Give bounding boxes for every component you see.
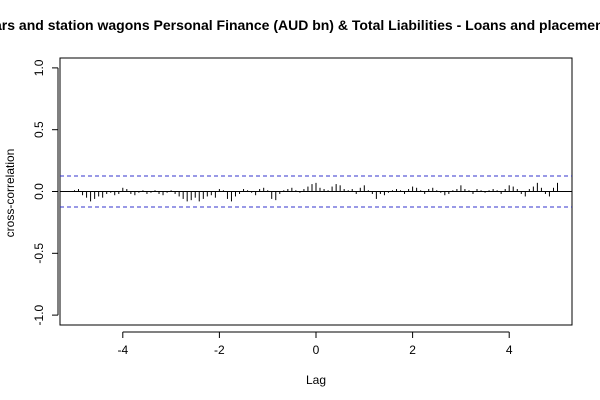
y-tick-label: 1.0 bbox=[32, 59, 46, 76]
y-tick-label: 0.5 bbox=[32, 121, 46, 138]
y-tick-label: -1.0 bbox=[32, 304, 46, 325]
x-tick-label: -4 bbox=[117, 343, 128, 357]
x-tick-label: -2 bbox=[214, 343, 225, 357]
y-tick-label: -0.5 bbox=[32, 243, 46, 264]
correlation-bars bbox=[73, 182, 559, 202]
confidence-bounds bbox=[60, 175, 572, 208]
x-tick-label: 4 bbox=[506, 343, 513, 357]
chart-title: Cars and station wagons Personal Finance… bbox=[0, 17, 600, 33]
y-axis: -1.0 -0.5 0.0 0.5 1.0 bbox=[32, 59, 59, 325]
x-axis-label: Lag bbox=[306, 373, 326, 387]
x-tick-label: 0 bbox=[313, 343, 320, 357]
x-tick-label: 2 bbox=[409, 343, 416, 357]
y-axis-label: cross-correlation bbox=[3, 149, 17, 238]
x-axis: -4 -2 0 2 4 bbox=[117, 331, 513, 357]
y-tick-label: 0.0 bbox=[32, 183, 46, 200]
